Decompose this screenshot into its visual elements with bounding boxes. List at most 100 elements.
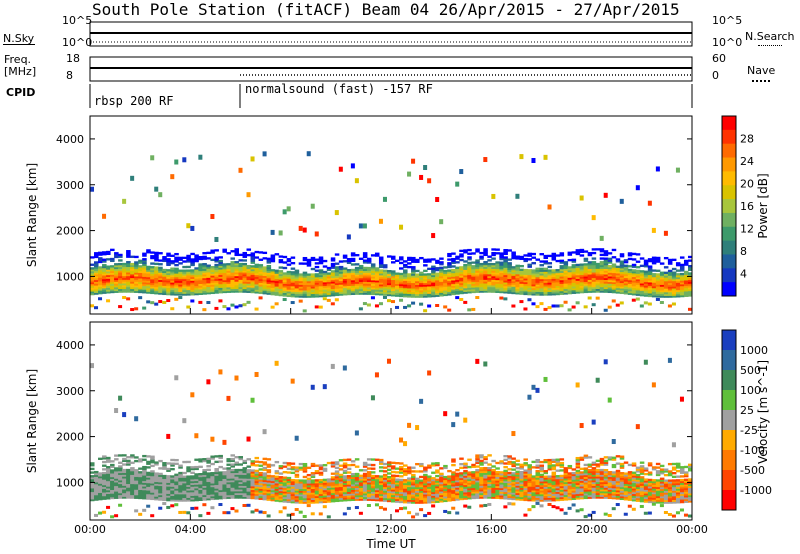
rti-cell (286, 487, 292, 491)
rti-cell (110, 265, 115, 268)
rti-cell (491, 472, 496, 475)
rti-cell (475, 259, 480, 262)
rti-cell (202, 277, 207, 281)
rti-cell (214, 278, 219, 281)
rti-cell (683, 279, 689, 283)
rti-cell (491, 248, 496, 251)
rti-cell (463, 289, 468, 292)
rti-ground-cell (463, 300, 468, 304)
rti-cell (174, 280, 179, 283)
rti-cell (475, 472, 480, 476)
rti-cell (503, 282, 508, 285)
rti-cell (559, 254, 565, 257)
rti-cell (202, 288, 207, 292)
rti-cell (110, 485, 115, 489)
rti-scatter-cell (475, 358, 480, 364)
rti-cell (94, 290, 99, 293)
rti-cell (298, 483, 304, 486)
rti-cell (98, 253, 103, 256)
rti-cell (278, 499, 284, 503)
rti-cell (491, 273, 496, 277)
rti-cell (278, 273, 284, 277)
rti-cell (431, 497, 436, 500)
rti-cell (154, 494, 159, 497)
rti-cell (447, 291, 452, 294)
rti-cell (198, 474, 203, 478)
colorbar-segment (722, 143, 736, 159)
rti-cell (479, 288, 484, 291)
rti-cell (210, 494, 215, 497)
rti-cell (226, 481, 231, 485)
rti-cell (266, 270, 272, 273)
rti-scatter-cell (182, 157, 187, 163)
rti-cell (599, 250, 605, 253)
rti-cell (118, 281, 123, 284)
rti-cell (631, 265, 637, 268)
rti-cell (579, 287, 585, 290)
rti-cell (599, 253, 605, 257)
rti-scatter-cell (306, 151, 311, 157)
rti-ground-cell (198, 514, 203, 518)
rti-cell (330, 492, 336, 496)
rti-cell (214, 274, 219, 278)
rti-cell (419, 271, 424, 274)
rti-cell (431, 484, 436, 487)
rti-cell (130, 283, 135, 286)
rti-cell (334, 470, 340, 473)
rti-cell (431, 265, 436, 268)
rti-cell (463, 274, 468, 278)
rti-cell (679, 282, 685, 285)
rti-cell (354, 494, 360, 498)
rti-cell (186, 490, 191, 493)
rti-cell (403, 501, 408, 504)
rti-cell (134, 264, 139, 268)
rti-cell (374, 498, 380, 502)
rti-scatter-cell (350, 163, 355, 169)
rti-ground-cell (118, 305, 123, 309)
rti-cell (563, 273, 569, 277)
rti-cell (114, 274, 119, 277)
rti-ground-cell (170, 504, 175, 508)
rti-cell (463, 265, 468, 269)
rti-cell (671, 289, 677, 293)
rti-cell (326, 500, 332, 503)
rti-cell (326, 285, 332, 288)
rti-cell (439, 275, 444, 279)
rti-cell (443, 269, 448, 273)
rti-ground-cell (366, 303, 371, 307)
rti-cell (166, 276, 171, 279)
rti-cell (198, 458, 203, 461)
rti-cell (419, 492, 424, 495)
rti-cell (358, 290, 364, 293)
rti-cell (407, 280, 412, 283)
rti-cell (651, 256, 657, 259)
rti-cell (346, 467, 352, 471)
rti-cell (471, 482, 476, 485)
rti-cell (358, 266, 364, 270)
rti-ground-cell (423, 309, 428, 313)
rti-cell (214, 473, 219, 476)
rti-cell (499, 265, 504, 268)
rti-cell (483, 286, 488, 290)
rti-cell (479, 485, 484, 488)
rti-cell (455, 496, 460, 499)
freq-label-line2: [MHz] (4, 65, 37, 78)
rti-cell (98, 273, 103, 276)
rti-cell (318, 291, 324, 294)
rti-cell (499, 263, 504, 266)
rti-cell (358, 275, 364, 279)
rti-cell (374, 486, 380, 489)
rti-cell (459, 288, 464, 291)
rti-cell (455, 487, 460, 490)
rti-cell (399, 469, 404, 472)
rti-cell (98, 271, 103, 275)
rti-cell (623, 277, 629, 280)
rti-cell (266, 290, 272, 293)
rti-cell (198, 485, 203, 489)
rti-cell (322, 294, 328, 298)
rti-cell (146, 466, 151, 469)
rti-cell (515, 257, 520, 260)
rti-cell (382, 280, 388, 284)
rti-cell (439, 496, 444, 499)
ytick-label: 2000 (56, 225, 84, 238)
